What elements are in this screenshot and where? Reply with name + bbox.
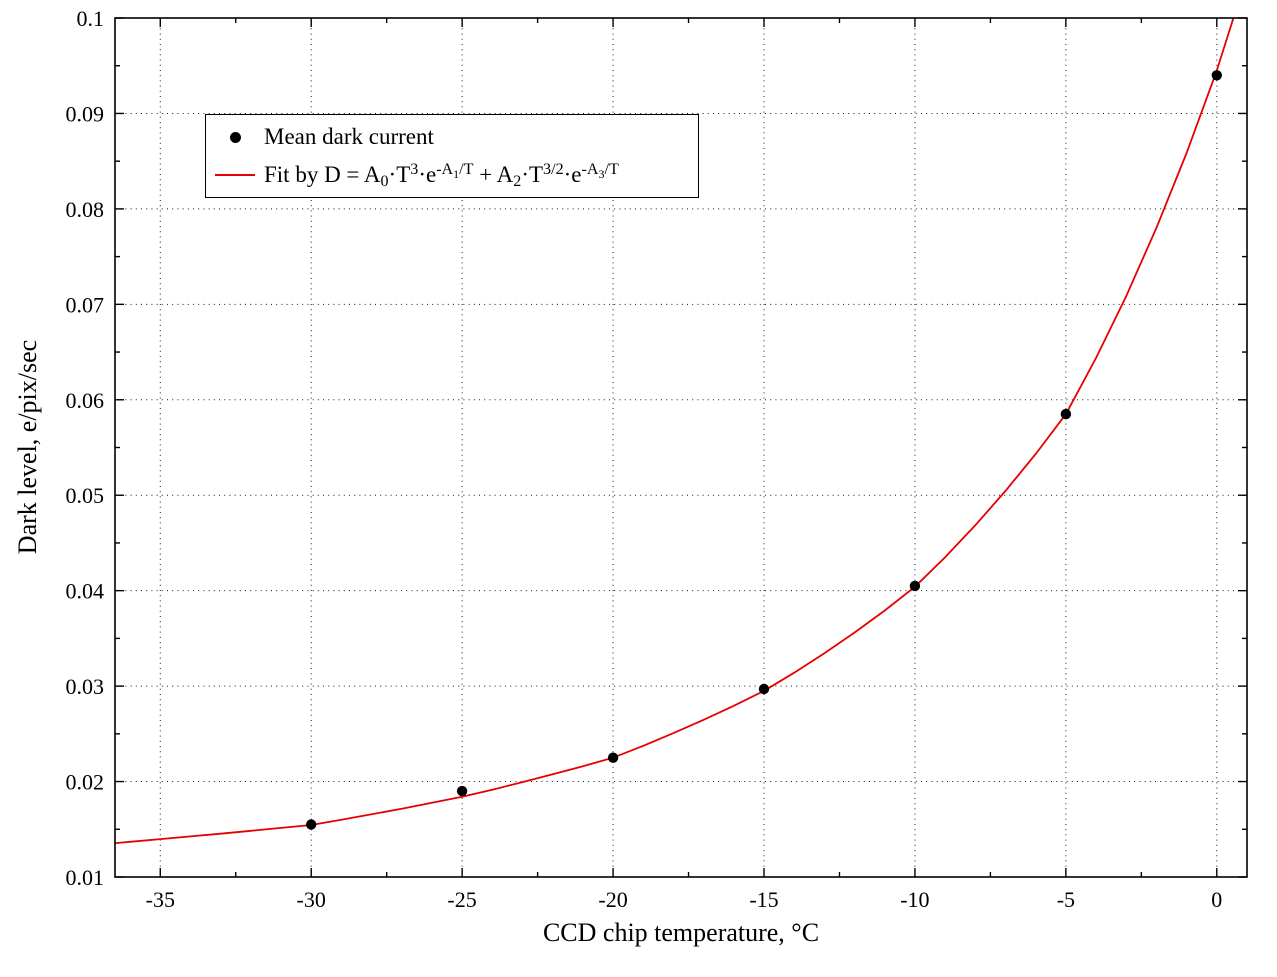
x-axis-label: CCD chip temperature, °C [543,918,819,947]
data-point [1211,70,1223,81]
x-tick-label: -10 [900,887,929,912]
y-tick-label: 0.09 [66,101,105,126]
x-tick-label: -20 [598,887,627,912]
data-point [306,819,317,830]
formula-token: 0 [380,173,389,191]
ticks-layer [115,17,1247,878]
x-tick-label: 0 [1211,887,1222,912]
formula-token: /T [459,160,474,178]
legend-entry-fit: Fit by D = A0·T3·e-A1/T + A2·T3/2·e-A3/T [206,156,698,194]
legend-marker-cell [206,131,264,143]
x-tick-label: -5 [1057,887,1075,912]
x-tick-label: -30 [297,887,326,912]
x-tick-label: -35 [146,887,175,912]
series-layer [115,18,1235,844]
legend-marker-cell [206,174,264,176]
y-tick-label: 0.02 [66,770,105,795]
formula-token: 3 [598,167,605,182]
x-tick-label: -25 [447,887,476,912]
legend-label-data: Mean dark current [264,124,434,149]
plot-area: -35 -30 -25 -20 -15 -10 -5 0 0.01 0.02 0.03 0.04 0.0… [66,6,1248,912]
data-point [909,580,921,592]
formula-token: ·e [418,162,437,187]
formula-token: -A [581,160,599,178]
legend-box: Mean dark current Fit by D = A0·T3·e-A1/… [205,114,699,198]
y-tick-label: 0.07 [66,292,105,317]
y-tick-label: 0.1 [77,6,105,31]
data-point [758,683,770,695]
y-tick-label: 0.03 [66,674,105,699]
data-point [456,785,468,797]
x-tick-label: -15 [749,887,778,912]
formula-token: /T [604,160,619,178]
y-axis-label: Dark level, e/pix/sec [13,340,42,554]
data-point [607,752,619,763]
formula-token: ·e [563,162,582,187]
y-tick-label: 0.08 [66,197,105,222]
fit-line-icon [215,174,255,176]
legend-entry-data: Mean dark current [206,118,698,156]
formula-token: ·T [388,162,411,187]
fit-curve [115,18,1235,844]
scatter-point-icon [229,131,241,143]
y-tick-label: 0.05 [66,483,105,508]
plot-frame [114,17,1248,878]
data-point [1060,408,1072,420]
formula-token: Fit by D = A [264,162,381,187]
y-tick-label: 0.04 [66,579,105,604]
formula-token: ·T [521,162,544,187]
y-tick-label: 0.01 [66,865,105,890]
formula-token: + A [473,162,514,187]
formula-token: 3 [410,160,419,178]
formula-token: 3/2 [543,160,564,178]
formula-token: 1 [453,167,460,182]
tick-labels-layer: -35 -30 -25 -20 -15 -10 -5 0 0.01 0.02 0.03 0.04 0.0… [66,6,1223,912]
y-tick-label: 0.06 [66,388,105,413]
formula-token: -A [436,160,454,178]
legend-label-fit: Fit by D = A0·T3·e-A1/T + A2·T3/2·e-A3/T [264,160,619,191]
formula-token: 2 [513,173,522,191]
